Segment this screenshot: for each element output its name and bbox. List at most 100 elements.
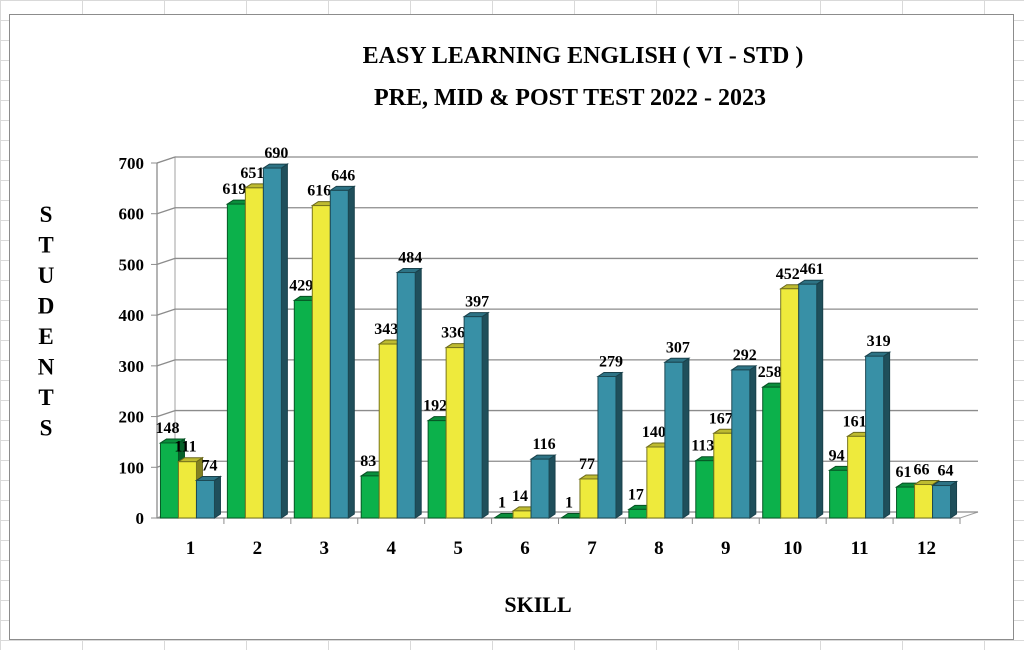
bar <box>829 469 849 519</box>
bar-side <box>749 364 757 519</box>
data-label: 651 <box>240 165 264 182</box>
x-tick-label: 11 <box>851 538 869 559</box>
y-axis-label-letter: D <box>38 294 55 319</box>
data-label: 484 <box>398 250 422 267</box>
data-label: 167 <box>709 410 733 427</box>
bar-side <box>347 185 355 519</box>
data-label: 1 <box>565 494 573 511</box>
chart-title-line-1: EASY LEARNING ENGLISH ( VI - STD ) <box>363 43 804 69</box>
x-tick-label: 6 <box>520 538 530 559</box>
bar <box>195 479 215 519</box>
data-label: 148 <box>155 420 179 437</box>
bar <box>597 376 617 519</box>
x-tick-label: 12 <box>917 538 936 559</box>
data-label: 66 <box>914 462 930 479</box>
bar <box>932 485 952 519</box>
bar <box>445 347 465 519</box>
bar <box>762 386 782 519</box>
data-label: 116 <box>532 436 555 453</box>
bar <box>530 458 550 519</box>
y-tick-label: 500 <box>119 255 145 274</box>
bar-side <box>280 163 288 519</box>
bar-side <box>883 351 891 519</box>
bar-side <box>481 311 489 519</box>
gridline-side <box>156 409 176 418</box>
bar <box>427 420 447 519</box>
x-tick-label: 1 <box>186 538 196 559</box>
bar <box>561 516 581 519</box>
y-axis-label-letter: U <box>38 263 55 288</box>
y-tick-label: 700 <box>119 154 145 173</box>
bar <box>847 435 867 519</box>
data-label: 64 <box>938 463 954 480</box>
chart-title-line-2: PRE, MID & POST TEST 2022 - 2023 <box>374 85 766 111</box>
bar <box>360 475 380 519</box>
x-tick-label: 2 <box>253 538 263 559</box>
bar <box>731 369 751 519</box>
x-tick-label: 3 <box>320 538 330 559</box>
y-tick-label: 100 <box>119 458 145 477</box>
bar-side <box>950 480 958 519</box>
gridline-side <box>156 359 176 367</box>
x-tick-label: 5 <box>453 538 463 559</box>
bar <box>628 508 648 519</box>
data-label: 161 <box>843 413 867 430</box>
bar-side <box>213 475 221 519</box>
data-label: 343 <box>374 321 398 338</box>
bar <box>695 460 715 519</box>
bar <box>664 361 684 519</box>
data-label: 452 <box>776 266 800 283</box>
data-label: 14 <box>512 488 528 505</box>
x-axis-label: SKILL <box>504 592 571 617</box>
data-label: 279 <box>599 354 623 371</box>
y-axis-label-letter: T <box>38 233 53 258</box>
bar <box>646 446 666 519</box>
data-label: 74 <box>201 457 217 474</box>
y-axis-label-letter: S <box>40 202 53 227</box>
data-label: 140 <box>642 424 666 441</box>
bar <box>896 486 916 519</box>
data-label: 319 <box>867 333 891 350</box>
data-label: 616 <box>307 183 331 200</box>
bar-side <box>615 371 623 519</box>
bar <box>512 510 532 519</box>
y-tick-label: 600 <box>119 205 145 224</box>
data-label: 397 <box>465 294 489 311</box>
data-label: 61 <box>896 464 912 481</box>
x-tick-label: 4 <box>386 538 396 559</box>
bar <box>713 432 733 519</box>
data-label: 292 <box>733 347 757 364</box>
bar <box>226 203 246 519</box>
y-axis-label-letter: S <box>40 416 53 441</box>
data-label: 307 <box>666 339 690 356</box>
bar <box>329 189 349 519</box>
data-label: 17 <box>628 486 644 503</box>
bar <box>311 205 331 519</box>
gridline-side <box>156 156 176 164</box>
bar <box>914 484 934 519</box>
y-axis-label-letter: N <box>38 355 55 380</box>
y-tick-label: 200 <box>119 408 145 427</box>
data-label: 111 <box>174 439 196 456</box>
gridline-side <box>156 207 176 215</box>
data-label: 690 <box>264 145 288 162</box>
bar-side <box>414 267 422 519</box>
data-label: 77 <box>579 456 595 473</box>
chart-area[interactable] <box>9 14 1014 640</box>
bar <box>579 478 599 519</box>
bar <box>293 299 313 519</box>
bar-side <box>816 279 824 519</box>
bar <box>177 461 197 519</box>
x-tick-label: 10 <box>783 538 802 559</box>
bar <box>463 316 483 519</box>
x-tick-label: 9 <box>721 538 731 559</box>
bar-side <box>548 454 556 519</box>
data-label: 1 <box>498 494 506 511</box>
data-label: 336 <box>441 325 465 342</box>
y-tick-label: 0 <box>136 509 145 528</box>
data-label: 113 <box>691 438 714 455</box>
bar <box>798 283 818 519</box>
data-label: 619 <box>222 181 246 198</box>
data-label: 258 <box>758 364 782 381</box>
